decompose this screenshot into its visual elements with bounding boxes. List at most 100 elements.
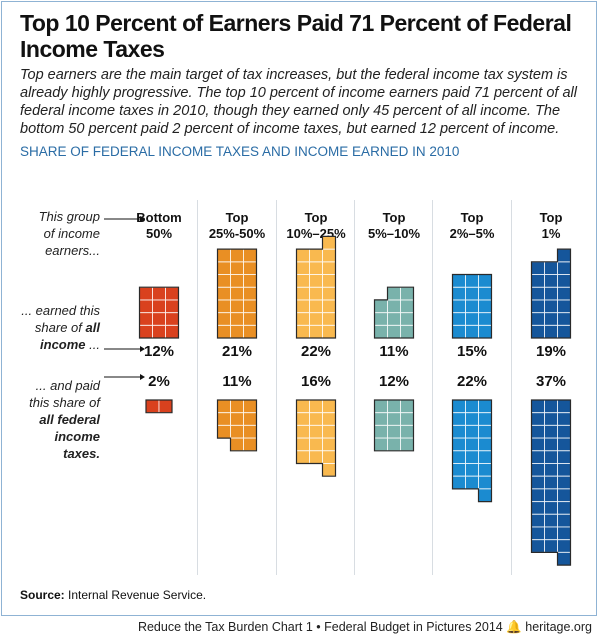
group-label: This group of income earners... — [20, 208, 100, 259]
unit-square — [387, 412, 401, 426]
unit-square — [531, 324, 545, 339]
unit-square — [322, 274, 336, 288]
unit-square — [322, 399, 336, 414]
unit-square — [557, 286, 571, 301]
unit-square — [465, 475, 479, 490]
group-header: Top 25%-50% — [199, 210, 275, 242]
unit-square — [145, 399, 160, 414]
income-bar — [138, 286, 180, 339]
unit-square — [217, 312, 231, 326]
unit-square — [465, 286, 479, 301]
unit-square — [531, 299, 545, 314]
unit-square — [478, 463, 492, 477]
unit-square — [557, 299, 571, 314]
unit-square — [230, 437, 244, 452]
unit-square — [309, 299, 323, 314]
arrow-icon — [104, 346, 145, 352]
unit-square — [531, 501, 545, 515]
unit-square — [230, 412, 244, 426]
unit-square — [544, 312, 558, 326]
unit-square — [243, 299, 257, 314]
unit-square — [400, 299, 414, 314]
unit-square — [165, 286, 179, 301]
unit-square — [557, 274, 571, 288]
footer: Reduce the Tax Burden Chart 1 • Federal … — [138, 620, 592, 635]
bar-outline — [530, 248, 572, 339]
unit-square — [139, 312, 153, 326]
unit-square — [400, 399, 414, 414]
unit-square — [478, 424, 492, 439]
unit-square — [296, 399, 310, 414]
unit-square — [544, 274, 558, 288]
header: Top 10 Percent of Earners Paid 71 Percen… — [20, 10, 588, 160]
unit-square — [296, 437, 310, 452]
group-header-top: Bottom — [136, 210, 182, 225]
unit-square — [531, 412, 545, 426]
unit-square — [243, 286, 257, 301]
liberty-bell-icon: 🔔 — [506, 620, 522, 634]
arrow-icon — [104, 374, 145, 380]
group-header-top: Top — [382, 210, 406, 225]
unit-square — [296, 450, 310, 464]
unit-square — [217, 261, 231, 275]
unit-square — [296, 261, 310, 275]
unit-square — [387, 399, 401, 414]
unit-square — [217, 286, 231, 301]
unit-square — [296, 274, 310, 288]
unit-square — [230, 248, 244, 263]
bar-outline — [145, 399, 173, 414]
unit-square — [478, 286, 492, 301]
unit-square — [531, 312, 545, 326]
unit-square — [544, 286, 558, 301]
unit-square — [309, 412, 323, 426]
income-share-label: 22% — [300, 343, 332, 360]
unit-square — [465, 299, 479, 314]
group-header-top: Top — [225, 210, 249, 225]
income-bar — [373, 286, 415, 339]
unit-square — [230, 261, 244, 275]
unit-square — [531, 399, 545, 414]
unit-square — [557, 437, 571, 452]
unit-square — [230, 324, 244, 339]
unit-square — [452, 450, 466, 464]
unit-square — [165, 299, 179, 314]
unit-square — [544, 526, 558, 541]
unit-square — [152, 312, 166, 326]
unit-square — [374, 399, 388, 414]
footer-site[interactable]: heritage.org — [525, 620, 592, 634]
unit-square — [400, 286, 414, 301]
tax-label: ... and paid this share of all federal i… — [20, 377, 100, 462]
unit-square — [478, 437, 492, 452]
unit-square — [387, 424, 401, 439]
income-label-post: ... — [89, 337, 100, 352]
unit-square — [322, 412, 336, 426]
bar-outline — [373, 286, 415, 339]
unit-square — [243, 312, 257, 326]
unit-square — [557, 513, 571, 528]
unit-square — [322, 437, 336, 452]
unit-square — [296, 299, 310, 314]
chart-title: SHARE OF FEDERAL INCOME TAXES AND INCOME… — [20, 144, 460, 159]
page-title: Top 10 Percent of Earners Paid 71 Percen… — [20, 10, 572, 62]
unit-square — [557, 488, 571, 503]
group-header-bottom: 2%–5% — [449, 226, 495, 241]
group-header: Top 2%–5% — [434, 210, 510, 242]
unit-square — [152, 299, 166, 314]
group-header-top: Top — [539, 210, 563, 225]
unit-square — [557, 312, 571, 326]
unit-square — [531, 513, 545, 528]
unit-square — [322, 324, 336, 339]
group-header: Top 1% — [513, 210, 589, 242]
income-label: ... earned this share of all income ... — [20, 302, 100, 353]
unit-square — [296, 412, 310, 426]
group-header: Top 5%–10% — [356, 210, 432, 242]
unit-square — [531, 274, 545, 288]
unit-square — [557, 551, 571, 566]
unit-square — [544, 324, 558, 339]
tax-bar — [530, 399, 572, 566]
unit-square — [309, 248, 323, 263]
unit-square — [243, 412, 257, 426]
income-label-pre: ... earned this share of — [21, 303, 100, 335]
unit-square — [531, 463, 545, 477]
unit-square — [531, 450, 545, 464]
